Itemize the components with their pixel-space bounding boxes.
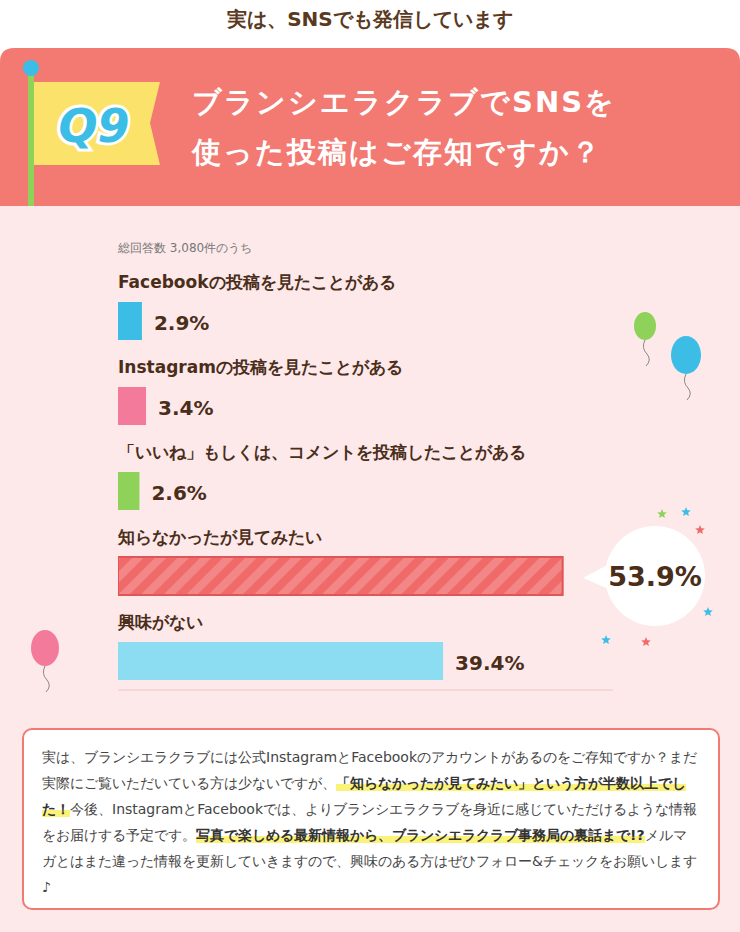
data-label: 53.9% [608,561,702,592]
flag-pole [28,70,34,206]
bar [118,472,139,510]
star [681,507,691,516]
bar [118,557,563,595]
flag-ball [23,60,39,76]
category-label: Instagramの投稿を見たことがある [118,357,403,377]
bars [118,302,563,680]
bar [118,642,443,680]
bar [118,387,146,425]
star [703,607,713,616]
balloon [634,312,656,340]
category-label: 「いいね」もしくは、コメントを投稿したことがある [118,442,526,462]
data-label: 39.4% [455,651,524,675]
body-panel [0,206,740,932]
title-band [0,48,740,206]
flag [34,82,160,165]
data-label: 2.6% [151,481,206,505]
question-title: 使った投稿はご存知ですか？ [191,135,602,169]
star [657,509,667,518]
category-label: Facebookの投稿を見たことがある [118,272,396,292]
data-label: 3.4% [158,396,213,420]
question-badge: Q9 [58,99,129,153]
star [641,637,651,646]
star [695,525,705,534]
subtitle: 総回答数 3,080件のうち [117,241,252,255]
data-label: 2.9% [154,311,209,335]
star [601,635,611,644]
header: 実は、SNSでも発信しています [226,7,513,31]
category-label: 興味がない [117,612,203,632]
question-title: ブランシエラクラブでSNSを [192,85,616,119]
note-box: 実は、ブランシエラクラブには公式InstagramとFacebookのアカウント… [22,728,720,910]
axis-line [118,690,613,691]
callout-bubble [605,526,705,626]
note-highlight: 写真で楽しめる最新情報から、ブランシエラクラブ事務局の裏話まで!? [196,827,645,843]
balloon [671,336,701,374]
category-label: 知らなかったが見てみたい [117,527,322,547]
balloon-string [684,374,690,400]
bar [118,302,142,340]
balloon-string [43,666,49,692]
balloon-string [643,340,649,366]
balloon [31,630,59,666]
